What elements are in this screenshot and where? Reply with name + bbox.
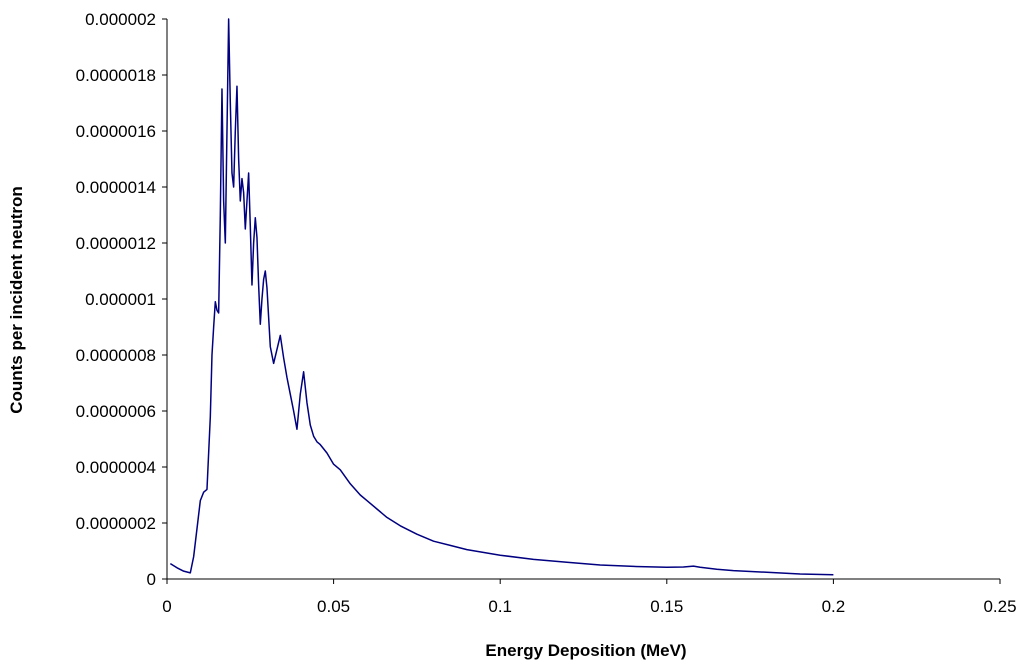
x-tick-label: 0.15 [650, 597, 683, 616]
x-tick-label: 0 [162, 597, 171, 616]
y-tick-labels: 0 0.0000002 0.0000004 0.0000006 0.0000008 0.0… [76, 10, 156, 589]
y-tick-label: 0.0000016 [76, 122, 156, 141]
y-tick-label: 0.0000014 [76, 178, 156, 197]
y-tick-label: 0.0000002 [76, 514, 156, 533]
y-tick-label: 0.000002 [85, 10, 156, 29]
y-tick-label: 0.0000012 [76, 234, 156, 253]
y-tick-label: 0.0000018 [76, 66, 156, 85]
x-tick-label: 0.05 [317, 597, 350, 616]
x-tick-labels: 0 0.05 0.1 0.15 0.2 0.25 [162, 597, 1016, 616]
y-tick-label: 0.0000006 [76, 402, 156, 421]
y-axis-label: Counts per incident neutron [7, 186, 26, 414]
y-tick-label: 0.000001 [85, 290, 156, 309]
x-axis-label: Energy Deposition (MeV) [485, 641, 686, 660]
y-tick-label: 0.0000004 [76, 458, 156, 477]
x-tick-label: 0.25 [983, 597, 1016, 616]
axes [162, 18, 1001, 584]
x-tick-label: 0.1 [488, 597, 512, 616]
y-tick-label: 0 [147, 570, 156, 589]
y-tick-label: 0.0000008 [76, 346, 156, 365]
x-tick-label: 0.2 [822, 597, 846, 616]
series-line [169, 18, 834, 576]
